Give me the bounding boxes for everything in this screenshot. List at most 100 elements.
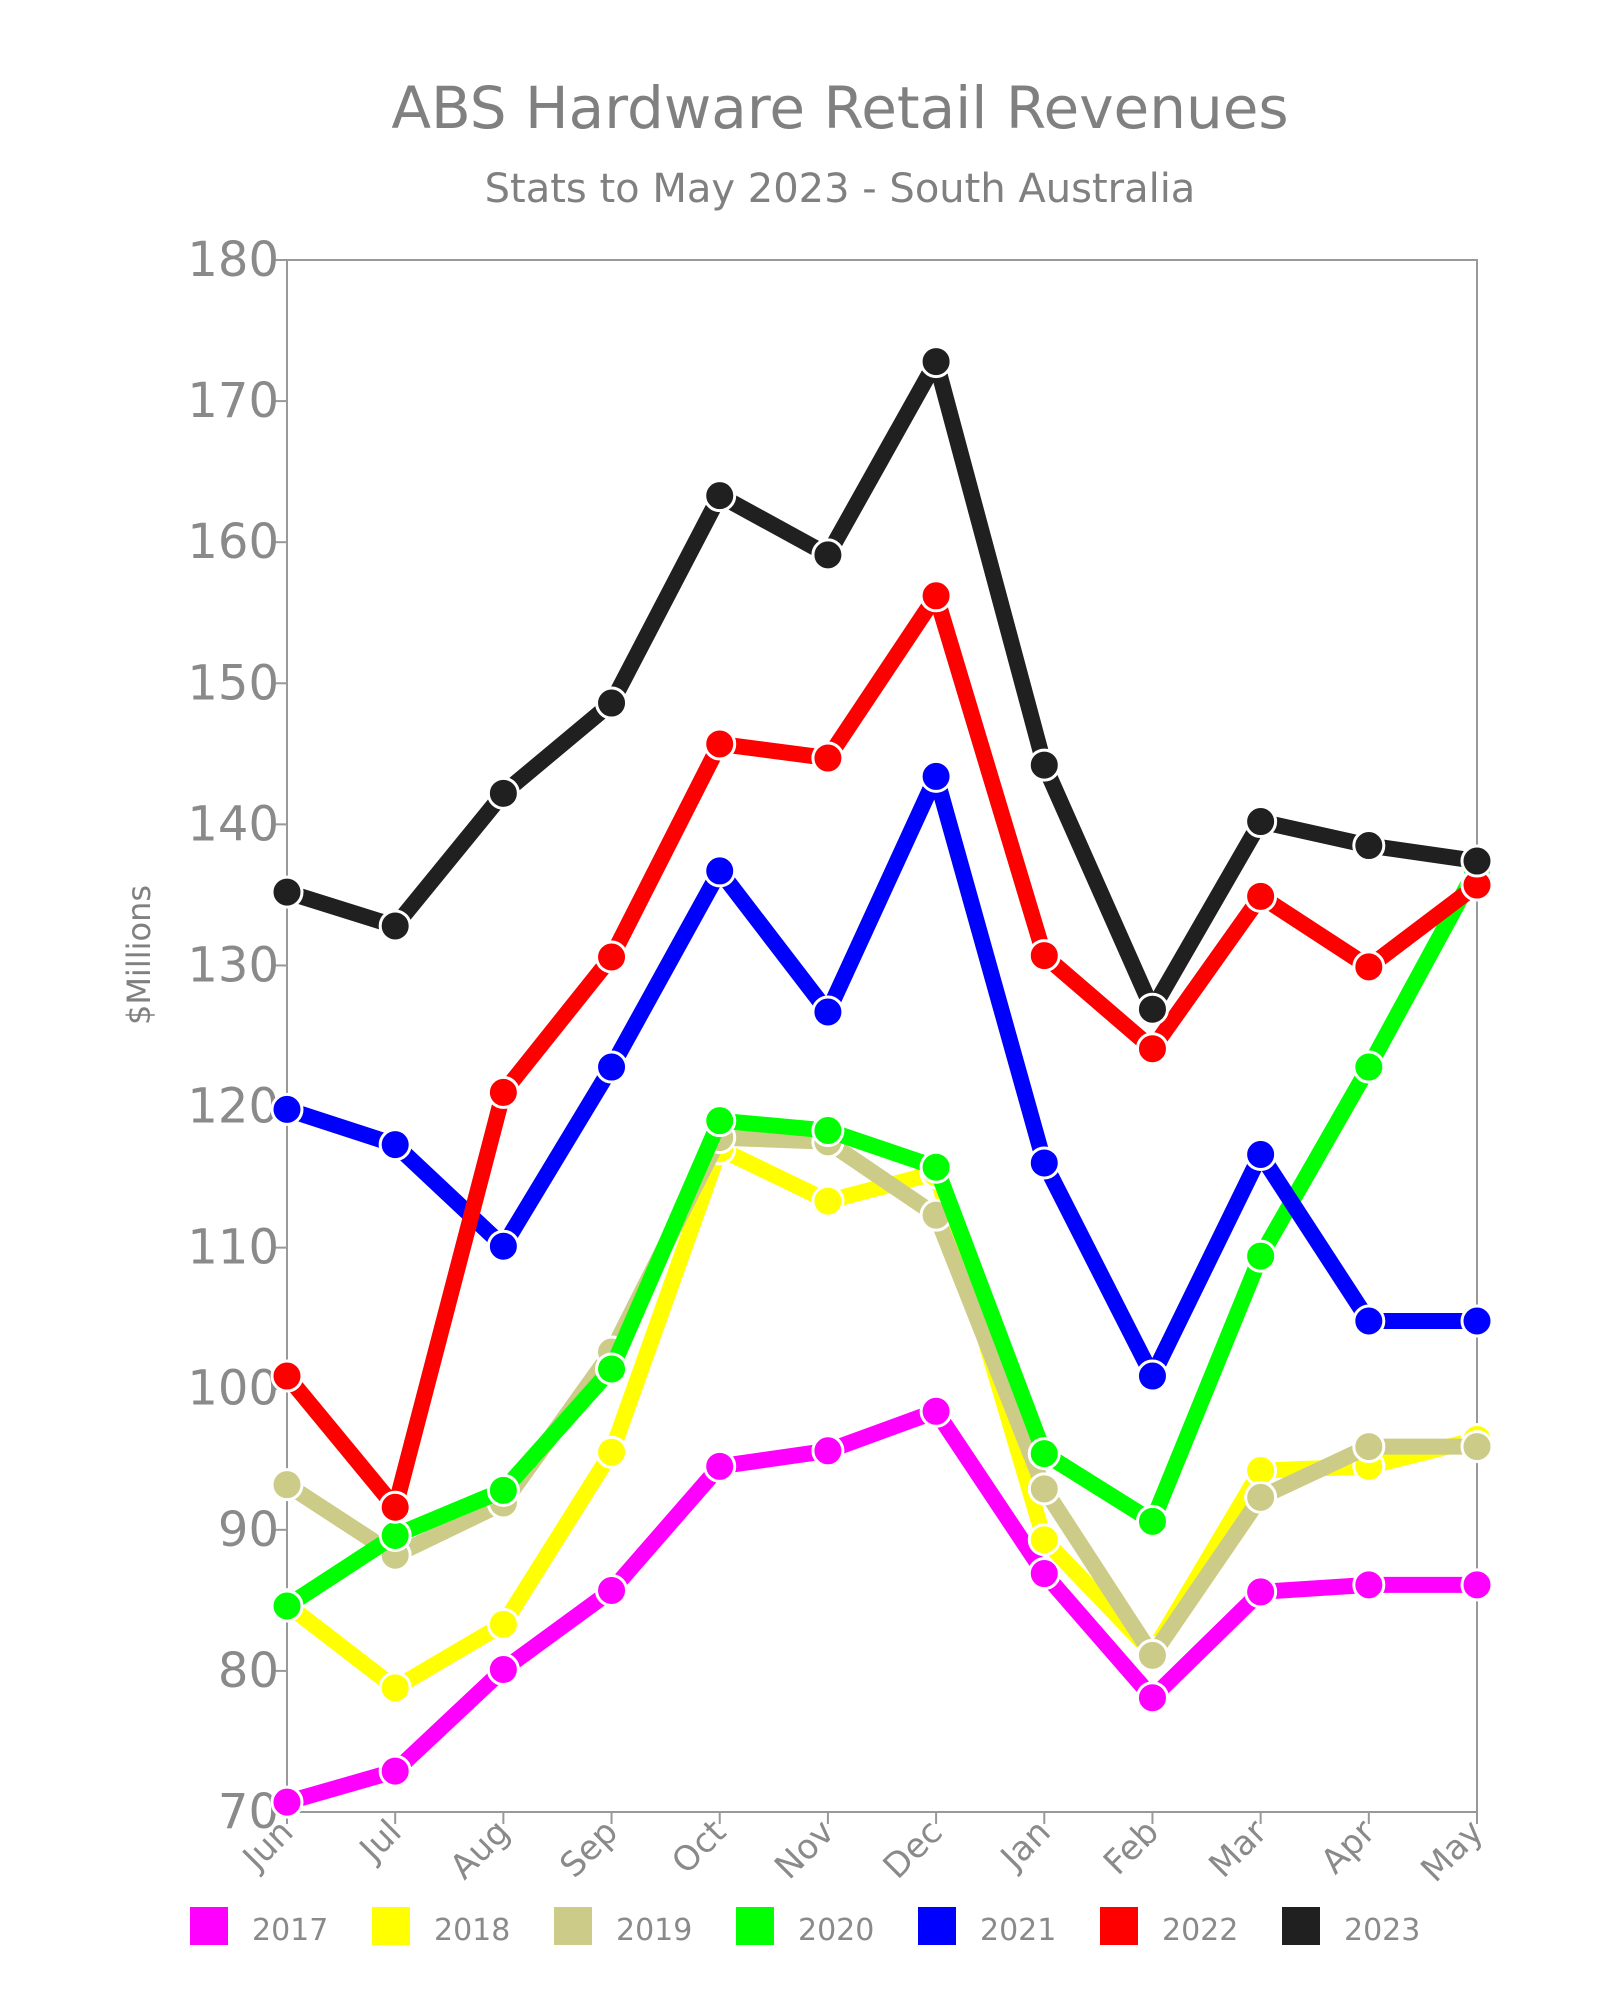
x-tick-label: Jan [992, 1812, 1059, 1879]
data-point-2021 [1244, 1138, 1278, 1172]
data-point-2023 [1244, 805, 1278, 839]
data-point-2022 [1027, 939, 1061, 973]
legend-label: 2018 [434, 1913, 510, 1948]
y-tick-label: 90 [218, 1502, 279, 1558]
data-point-2022 [1352, 950, 1386, 984]
x-tick-label: Nov [767, 1812, 842, 1887]
data-point-2019 [1135, 1638, 1169, 1672]
data-point-2023 [1352, 829, 1386, 863]
legend-label: 2023 [1344, 1913, 1420, 1948]
data-point-2021 [1352, 1304, 1386, 1338]
data-point-2018 [378, 1671, 412, 1705]
series-2020 [270, 851, 1494, 1623]
data-point-2022 [270, 1359, 304, 1393]
y-tick-label: 140 [187, 796, 279, 852]
y-axis-label: $Millions [120, 885, 158, 1025]
y-tick-label: 120 [187, 1079, 279, 1135]
legend-item-2019: 2019 [554, 1907, 692, 1948]
legend-item-2020: 2020 [736, 1907, 874, 1948]
x-tick-label: Mar [1201, 1812, 1275, 1886]
legend-swatch [1100, 1907, 1138, 1945]
data-point-2023 [270, 875, 304, 909]
data-point-2020 [919, 1150, 953, 1184]
data-point-2017 [1352, 1568, 1386, 1602]
data-point-2019 [1244, 1480, 1278, 1514]
chart-subtitle: Stats to May 2023 - South Australia [485, 166, 1196, 212]
data-point-2017 [811, 1434, 845, 1468]
series-line-2019 [279, 1129, 1485, 1664]
x-tick-label: Apr [1313, 1812, 1383, 1882]
data-point-2018 [595, 1435, 629, 1469]
x-tick-label: Feb [1096, 1812, 1167, 1883]
data-point-2019 [1352, 1430, 1386, 1464]
data-point-2017 [486, 1652, 520, 1686]
data-point-2023 [703, 479, 737, 513]
data-point-2019 [1027, 1472, 1061, 1506]
data-point-2018 [1027, 1523, 1061, 1557]
legend: 2017 2018 2019 2020 2021 2022 2023 [190, 1907, 1420, 1948]
y-tick-label: 170 [187, 373, 279, 429]
data-point-2019 [1460, 1430, 1494, 1464]
plot-area-frame [286, 259, 1478, 1813]
data-point-2022 [595, 940, 629, 974]
legend-label: 2021 [980, 1913, 1056, 1948]
series-line-2020 [279, 860, 1485, 1615]
data-point-2017 [270, 1785, 304, 1819]
data-point-2017 [378, 1754, 412, 1788]
data-point-2017 [1244, 1575, 1278, 1609]
data-point-2020 [486, 1473, 520, 1507]
legend-label: 2017 [252, 1913, 328, 1948]
data-point-2018 [811, 1184, 845, 1218]
legend-item-2022: 2022 [1100, 1907, 1238, 1948]
data-point-2021 [1027, 1146, 1061, 1180]
x-axis: Jun Jul Aug Sep Oct Nov Dec Jan Feb Mar Apr May [234, 1812, 1491, 1890]
data-point-2020 [1244, 1239, 1278, 1273]
y-tick-label: 160 [187, 514, 279, 570]
legend-swatch [918, 1907, 956, 1945]
data-point-2020 [378, 1518, 412, 1552]
x-tick-label: Oct [664, 1812, 734, 1882]
data-point-2021 [270, 1092, 304, 1126]
y-tick-label: 130 [187, 937, 279, 993]
legend-item-2017: 2017 [190, 1907, 328, 1948]
chart-title: ABS Hardware Retail Revenues [391, 74, 1288, 142]
y-tick-label: 180 [187, 232, 279, 288]
data-point-2020 [1352, 1050, 1386, 1084]
data-point-2017 [919, 1394, 953, 1428]
data-point-2020 [1027, 1437, 1061, 1471]
data-point-2022 [919, 579, 953, 613]
series-line-2017 [279, 1403, 1485, 1811]
series-layer [270, 345, 1494, 1819]
y-tick-label: 150 [187, 655, 279, 711]
legend-label: 2019 [616, 1913, 692, 1948]
data-point-2021 [378, 1128, 412, 1162]
series-2017 [270, 1394, 1494, 1819]
legend-item-2023: 2023 [1282, 1907, 1420, 1948]
data-point-2022 [811, 741, 845, 775]
data-point-2020 [1135, 1504, 1169, 1538]
y-tick-label: 70 [218, 1784, 279, 1840]
x-tick-label: Aug [442, 1812, 517, 1887]
data-point-2021 [811, 995, 845, 1029]
data-point-2021 [919, 759, 953, 793]
data-point-2023 [1027, 748, 1061, 782]
x-tick-label: Dec [876, 1812, 951, 1887]
data-point-2023 [919, 345, 953, 379]
y-axis: 70 80 90 100 110 120 130 140 150 160 170 180 [187, 232, 287, 1840]
legend-item-2021: 2021 [918, 1907, 1056, 1948]
data-point-2022 [1244, 879, 1278, 913]
data-point-2023 [486, 776, 520, 810]
data-point-2022 [1135, 1032, 1169, 1066]
data-point-2017 [1460, 1568, 1494, 1602]
series-line-2023 [279, 353, 1485, 1018]
data-point-2017 [595, 1573, 629, 1607]
series-2021 [270, 759, 1494, 1393]
x-tick-label: May [1413, 1812, 1491, 1890]
y-tick-label: 100 [187, 1361, 279, 1417]
data-point-2017 [1135, 1681, 1169, 1715]
data-point-2021 [703, 854, 737, 888]
data-point-2020 [270, 1589, 304, 1623]
legend-label: 2020 [798, 1913, 874, 1948]
